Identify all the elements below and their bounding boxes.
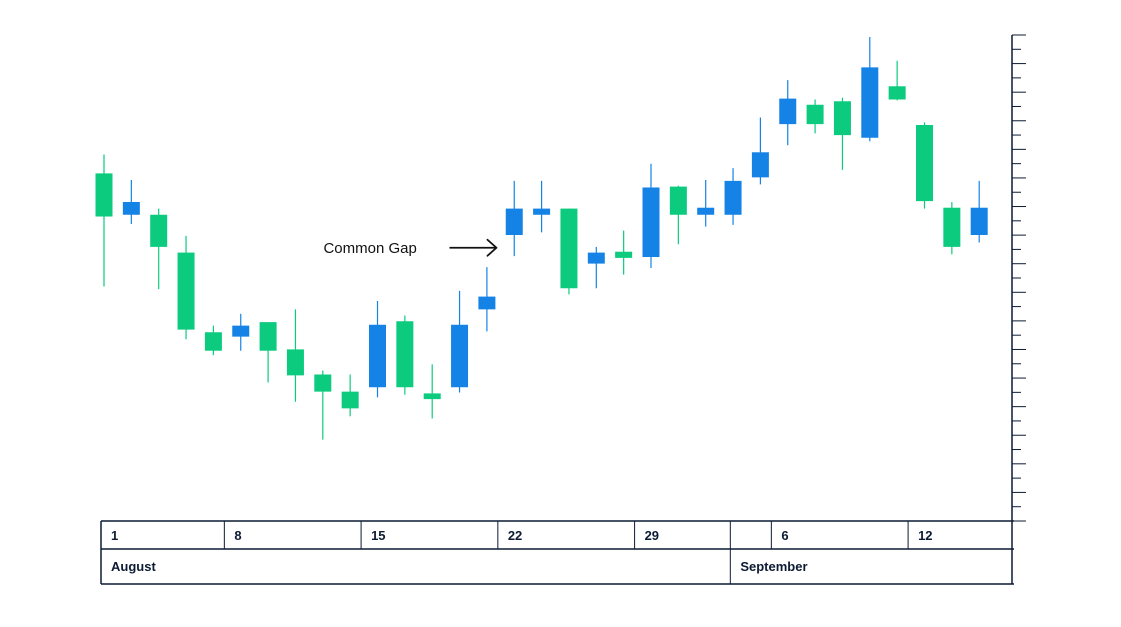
candle-body [95, 173, 113, 217]
day-tick-label: 1 [111, 528, 118, 543]
candle-body [150, 214, 168, 247]
candle [122, 180, 140, 224]
month-label: September [740, 559, 807, 574]
candle-body [505, 208, 523, 235]
candle [286, 309, 304, 402]
candle [779, 80, 797, 146]
candle [669, 185, 687, 245]
candle [587, 246, 605, 289]
day-tick-label: 6 [781, 528, 788, 543]
candle-body [943, 207, 961, 247]
y-axis-ticks [1012, 34, 1026, 522]
candle [697, 180, 715, 227]
candle [943, 202, 961, 255]
candle [259, 322, 277, 383]
candle [916, 122, 933, 209]
candle-body [177, 252, 195, 330]
candle [560, 208, 578, 295]
date-axis-table: 1 8 15 22 29 6 12 August September [100, 520, 1014, 585]
candle [95, 154, 113, 287]
candle [751, 117, 769, 185]
candle-body [861, 67, 879, 138]
candle-body [642, 187, 660, 257]
candle [724, 168, 742, 225]
candle [505, 180, 523, 257]
candle [806, 99, 824, 134]
candle-body [587, 252, 605, 264]
candle [478, 267, 496, 332]
annotation-label: Common Gap [323, 240, 416, 257]
candle-body [724, 180, 742, 215]
candle [150, 208, 168, 290]
arrow-head-icon [486, 238, 498, 257]
candle [204, 325, 222, 356]
candle [423, 364, 441, 419]
candle-body [259, 322, 277, 351]
day-tick-label: 22 [508, 528, 522, 543]
candle [232, 313, 250, 351]
candle-body [779, 98, 797, 125]
candle-body [697, 207, 715, 215]
candle [642, 163, 660, 268]
candle-body [888, 86, 906, 100]
candle [177, 235, 195, 340]
annotation-common-gap: Common Gap [323, 238, 498, 257]
candle-body [451, 324, 469, 388]
candle-body [916, 125, 933, 202]
candle-body [204, 332, 222, 351]
candle-body [478, 296, 496, 310]
candle-body [122, 202, 140, 215]
candle-body [369, 324, 386, 388]
candle-body [314, 374, 332, 392]
candle [861, 37, 879, 142]
candle [369, 301, 386, 398]
candle [888, 60, 906, 101]
candle-body [396, 321, 414, 388]
candle [533, 180, 551, 233]
candle-body [669, 186, 687, 215]
candle-body [615, 251, 633, 258]
day-tick-label: 15 [371, 528, 385, 543]
candle-body [341, 391, 359, 409]
candle-body [232, 325, 250, 337]
candle-body [806, 104, 824, 125]
candle [451, 290, 469, 393]
candle [615, 230, 633, 275]
candle-body [533, 208, 551, 215]
day-tick-label: 8 [234, 528, 241, 543]
candle-body [423, 393, 441, 400]
candles-group [95, 37, 988, 440]
candle-body [833, 101, 851, 136]
month-label: August [111, 559, 156, 574]
candle-body [286, 349, 304, 376]
day-tick-label: 12 [918, 528, 932, 543]
candle [341, 374, 359, 417]
candle [314, 370, 332, 440]
candle [833, 97, 851, 170]
candle-body [560, 208, 578, 289]
candle-body [970, 207, 988, 235]
candle [396, 315, 414, 395]
candle [970, 180, 988, 243]
day-tick-label: 29 [645, 528, 659, 543]
candle-body [751, 152, 769, 178]
